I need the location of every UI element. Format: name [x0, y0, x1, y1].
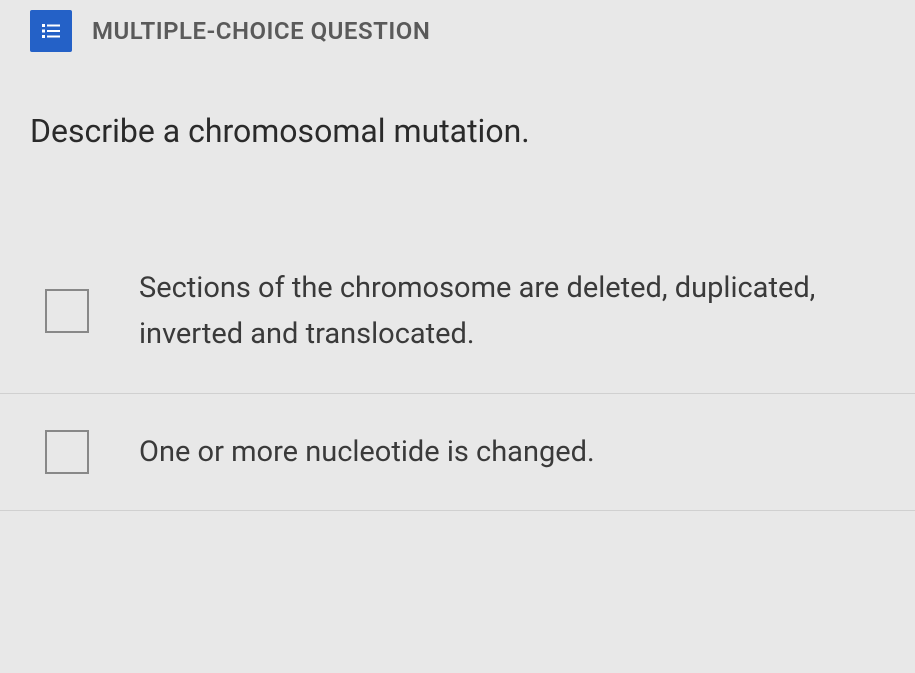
- option-checkbox[interactable]: [45, 289, 89, 333]
- option-text: Sections of the chromosome are deleted, …: [139, 265, 885, 358]
- option-text: One or more nucleotide is changed.: [139, 429, 595, 475]
- option-row[interactable]: One or more nucleotide is changed.: [0, 394, 915, 511]
- question-type-label: MULTIPLE-CHOICE QUESTION: [92, 17, 430, 45]
- option-checkbox[interactable]: [45, 430, 89, 474]
- list-icon: [30, 10, 72, 52]
- question-header: MULTIPLE-CHOICE QUESTION: [0, 0, 915, 62]
- question-prompt: Describe a chromosomal mutation.: [0, 62, 915, 230]
- option-row[interactable]: Sections of the chromosome are deleted, …: [0, 230, 915, 394]
- question-container: MULTIPLE-CHOICE QUESTION Describe a chro…: [0, 0, 915, 511]
